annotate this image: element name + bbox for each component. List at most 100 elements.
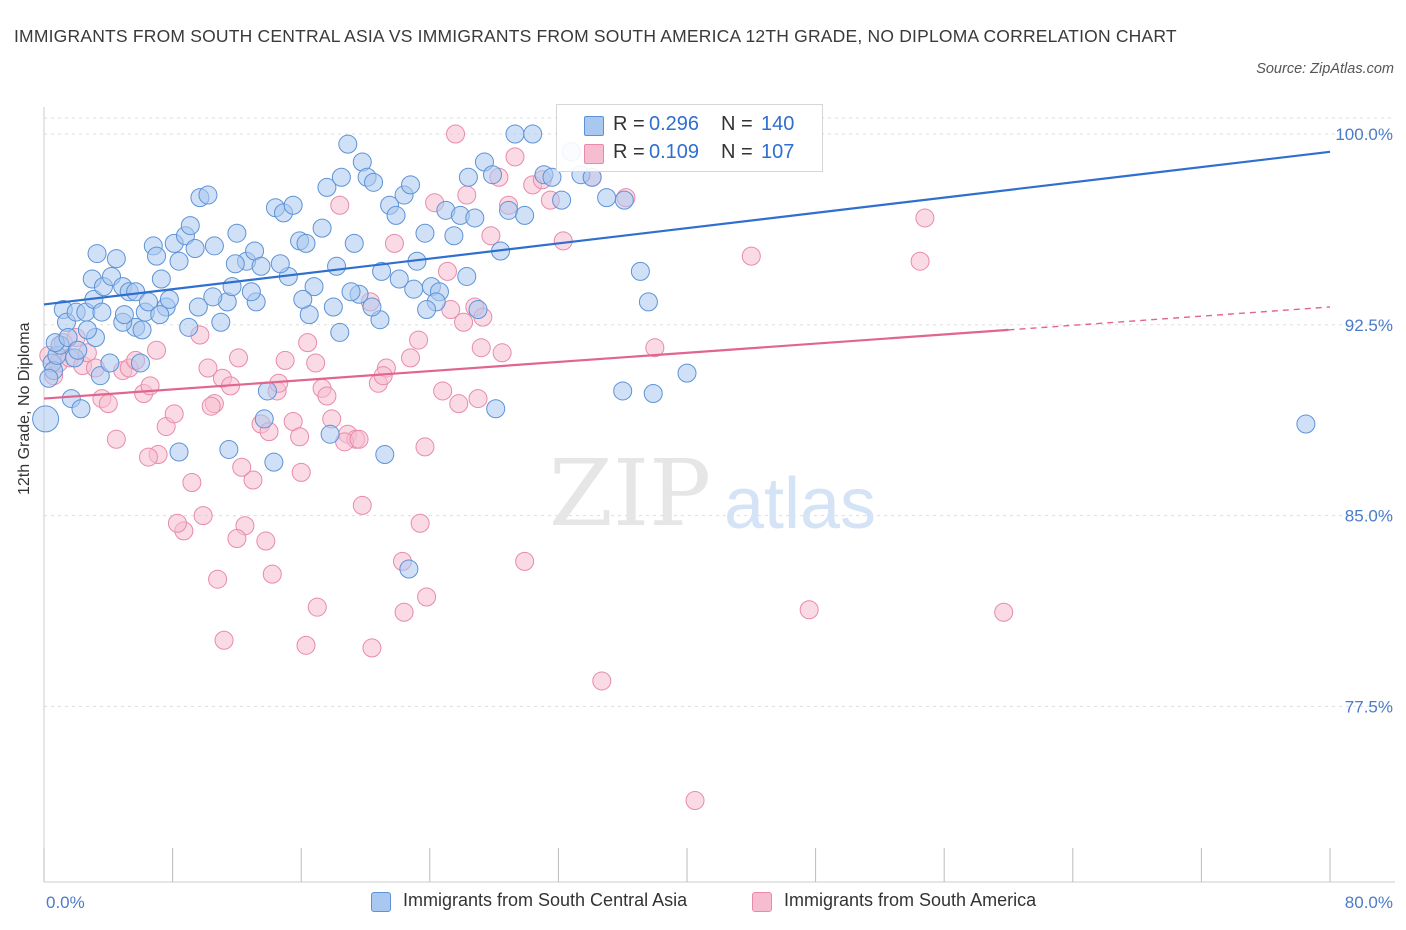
data-point bbox=[515, 205, 535, 225]
data-point bbox=[437, 261, 457, 281]
data-point bbox=[338, 134, 358, 154]
data-point bbox=[320, 424, 340, 444]
data-point bbox=[167, 513, 187, 533]
data-point bbox=[471, 338, 491, 358]
data-point bbox=[307, 597, 327, 617]
data-point bbox=[198, 358, 218, 378]
data-point bbox=[169, 251, 189, 271]
data-point bbox=[799, 600, 819, 620]
legend-swatch-blue bbox=[584, 116, 604, 136]
data-point bbox=[401, 348, 421, 368]
data-point bbox=[257, 381, 277, 401]
data-point bbox=[542, 167, 562, 187]
data-point bbox=[132, 320, 152, 340]
data-point bbox=[164, 404, 184, 424]
data-point bbox=[241, 282, 261, 302]
data-point bbox=[362, 297, 382, 317]
data-point bbox=[317, 177, 337, 197]
data-point bbox=[592, 671, 612, 691]
data-point bbox=[32, 405, 60, 433]
y-tick-label: 100.0% bbox=[1335, 125, 1393, 144]
legend-label: Immigrants from South Central Asia bbox=[403, 890, 688, 910]
data-point bbox=[138, 447, 158, 467]
data-point bbox=[100, 353, 120, 373]
watermark: ZIP atlas bbox=[549, 440, 876, 547]
data-point bbox=[151, 269, 171, 289]
trend-line-south-america-extension bbox=[1008, 306, 1331, 331]
data-point bbox=[614, 190, 634, 210]
data-point bbox=[296, 233, 316, 253]
trend-line-south-central-asia bbox=[43, 150, 1331, 306]
data-point bbox=[185, 238, 205, 258]
trend-lines bbox=[43, 150, 1331, 400]
data-point bbox=[331, 167, 351, 187]
data-point bbox=[492, 343, 512, 363]
data-point bbox=[597, 188, 617, 208]
data-point bbox=[362, 638, 382, 658]
data-point bbox=[409, 330, 429, 350]
data-point bbox=[457, 266, 477, 286]
data-point bbox=[296, 635, 316, 655]
legend-n-label: N = bbox=[721, 141, 753, 163]
data-point bbox=[58, 328, 78, 348]
grid-lines bbox=[44, 117, 1395, 707]
data-point bbox=[454, 312, 474, 332]
data-point bbox=[468, 300, 488, 320]
data-point bbox=[150, 305, 170, 325]
data-point bbox=[114, 305, 134, 325]
data-point bbox=[915, 208, 935, 228]
data-point bbox=[214, 630, 234, 650]
data-point bbox=[256, 531, 276, 551]
data-point bbox=[515, 551, 535, 571]
data-point bbox=[375, 445, 395, 465]
data-point bbox=[106, 429, 126, 449]
data-point bbox=[341, 282, 361, 302]
legend-swatch-blue bbox=[371, 892, 391, 912]
data-point bbox=[417, 300, 437, 320]
data-point bbox=[643, 383, 663, 403]
legend-row-pink: R = 0.109 N = 107 bbox=[557, 139, 822, 167]
legend-swatch-pink bbox=[752, 892, 772, 912]
data-point bbox=[446, 124, 466, 144]
data-point bbox=[211, 312, 231, 332]
data-point bbox=[232, 457, 252, 477]
data-point bbox=[270, 254, 290, 274]
y-tick-label: 77.5% bbox=[1345, 697, 1393, 716]
data-point bbox=[389, 269, 409, 289]
data-point bbox=[180, 216, 200, 236]
data-point bbox=[179, 317, 199, 337]
data-point bbox=[415, 437, 435, 457]
data-point bbox=[219, 439, 239, 459]
data-point bbox=[630, 261, 650, 281]
data-point bbox=[306, 353, 326, 373]
data-point bbox=[92, 302, 112, 322]
data-point bbox=[677, 363, 697, 383]
axes bbox=[43, 107, 1395, 883]
data-point bbox=[169, 442, 189, 462]
data-point bbox=[364, 172, 384, 192]
data-point bbox=[298, 333, 318, 353]
series-south-central-asia bbox=[32, 124, 1316, 579]
data-point bbox=[994, 602, 1014, 622]
data-point bbox=[262, 564, 282, 584]
data-point bbox=[251, 256, 271, 276]
data-point bbox=[198, 185, 218, 205]
data-point bbox=[264, 452, 284, 472]
data-point bbox=[275, 350, 295, 370]
data-point bbox=[468, 389, 488, 409]
data-point bbox=[201, 396, 221, 416]
data-point bbox=[645, 338, 665, 358]
data-point bbox=[352, 495, 372, 515]
data-point bbox=[505, 124, 525, 144]
data-point bbox=[399, 559, 419, 579]
data-point bbox=[203, 287, 223, 307]
data-point bbox=[401, 175, 421, 195]
data-point bbox=[638, 292, 658, 312]
correlation-legend: R = 0.296 N = 140 R = 0.109 N = 107 bbox=[556, 104, 823, 172]
data-point bbox=[417, 587, 437, 607]
data-point bbox=[444, 226, 464, 246]
data-point bbox=[330, 322, 350, 342]
data-point bbox=[304, 277, 324, 297]
data-point bbox=[613, 381, 633, 401]
legend-r-label: R = bbox=[613, 141, 645, 163]
